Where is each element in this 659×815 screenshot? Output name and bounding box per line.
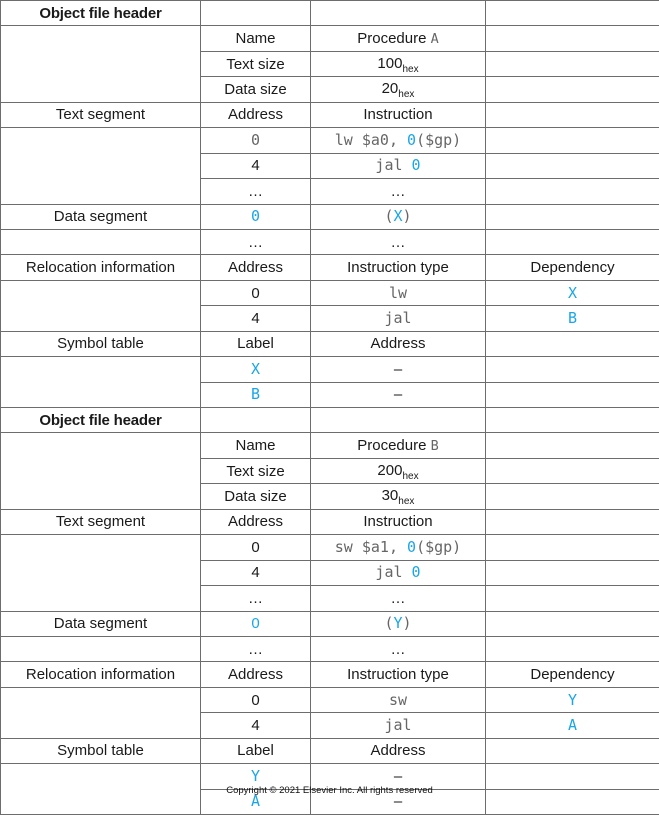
table-row: Symbol table Label Address xyxy=(1,331,659,356)
table-row: Name Procedure B xyxy=(1,433,659,458)
data-segment-label: Data segment xyxy=(1,204,201,229)
table-row: Text segment Address Instruction xyxy=(1,509,659,534)
table-row: Object file header xyxy=(1,1,659,26)
table-row: Data segment 0 (Y) xyxy=(1,611,659,636)
table-row: X – xyxy=(1,357,659,382)
text-segment-label: Text segment xyxy=(1,509,201,534)
instruction: sw $a1, 0($gp) xyxy=(311,535,486,560)
table-row: Relocation information Address Instructi… xyxy=(1,255,659,280)
text-segment-label: Text segment xyxy=(1,102,201,127)
text-size-value: 200hex xyxy=(311,458,486,483)
symbol-table-label: Symbol table xyxy=(1,738,201,763)
table-row: 0 sw Y xyxy=(1,687,659,712)
data-size-value: 30hex xyxy=(311,484,486,509)
table-row: 0 sw $a1, 0($gp) xyxy=(1,535,659,560)
table-row: Object file header xyxy=(1,408,659,433)
procedure-name: Procedure A xyxy=(311,26,486,51)
text-size-label: Text size xyxy=(201,51,311,76)
data-value: (X) xyxy=(311,204,486,229)
table-row: … … xyxy=(1,636,659,661)
data-size-label: Data size xyxy=(201,484,311,509)
data-size-label: Data size xyxy=(201,77,311,102)
instruction: lw $a0, 0($gp) xyxy=(311,128,486,153)
table-row: Name Procedure A xyxy=(1,26,659,51)
table-row: 0 lw $a0, 0($gp) xyxy=(1,128,659,153)
name-label: Name xyxy=(201,26,311,51)
object-file-header-label: Object file header xyxy=(1,408,201,433)
table-row: Relocation information Address Instructi… xyxy=(1,662,659,687)
data-size-value: 20hex xyxy=(311,77,486,102)
table-row: Text segment Address Instruction xyxy=(1,102,659,127)
text-size-value: 100hex xyxy=(311,51,486,76)
copyright-notice: Copyright © 2021 Elsevier Inc. All right… xyxy=(0,785,659,797)
object-file-a: Object file header Name Procedure A Text… xyxy=(1,1,659,408)
table-row: 0 lw X xyxy=(1,280,659,305)
relocation-label: Relocation information xyxy=(1,662,201,687)
procedure-letter: B xyxy=(431,438,439,454)
object-file-header-label: Object file header xyxy=(1,1,201,26)
table-row: … … xyxy=(1,229,659,254)
data-value: (Y) xyxy=(311,611,486,636)
procedure-name: Procedure B xyxy=(311,433,486,458)
instruction: jal 0 xyxy=(311,560,486,585)
name-label: Name xyxy=(201,433,311,458)
text-size-label: Text size xyxy=(201,458,311,483)
table-row: Data segment 0 (X) xyxy=(1,204,659,229)
instruction: jal 0 xyxy=(311,153,486,178)
relocation-label: Relocation information xyxy=(1,255,201,280)
symbol-table-label: Symbol table xyxy=(1,331,201,356)
object-file-b: Object file header Name Procedure B Text… xyxy=(1,408,659,815)
procedure-letter: A xyxy=(431,31,439,47)
table-row: Symbol table Label Address xyxy=(1,738,659,763)
data-segment-label: Data segment xyxy=(1,611,201,636)
